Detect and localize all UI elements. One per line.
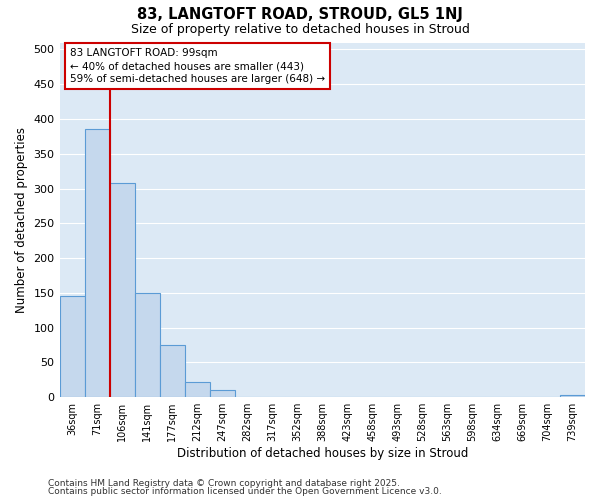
Y-axis label: Number of detached properties: Number of detached properties: [15, 127, 28, 313]
Text: 83, LANGTOFT ROAD, STROUD, GL5 1NJ: 83, LANGTOFT ROAD, STROUD, GL5 1NJ: [137, 8, 463, 22]
X-axis label: Distribution of detached houses by size in Stroud: Distribution of detached houses by size …: [176, 447, 468, 460]
Bar: [85, 130, 110, 397]
Bar: [134, 293, 160, 397]
Bar: [235, 396, 260, 397]
Bar: [59, 296, 85, 397]
Bar: [209, 390, 235, 397]
Text: 83 LANGTOFT ROAD: 99sqm
← 40% of detached houses are smaller (443)
59% of semi-d: 83 LANGTOFT ROAD: 99sqm ← 40% of detache…: [70, 48, 325, 84]
Bar: [560, 395, 585, 397]
Bar: [110, 183, 134, 397]
Text: Contains public sector information licensed under the Open Government Licence v3: Contains public sector information licen…: [48, 487, 442, 496]
Bar: [160, 345, 185, 397]
Bar: [185, 382, 209, 397]
Text: Contains HM Land Registry data © Crown copyright and database right 2025.: Contains HM Land Registry data © Crown c…: [48, 478, 400, 488]
Text: Size of property relative to detached houses in Stroud: Size of property relative to detached ho…: [131, 22, 469, 36]
Bar: [260, 396, 285, 397]
